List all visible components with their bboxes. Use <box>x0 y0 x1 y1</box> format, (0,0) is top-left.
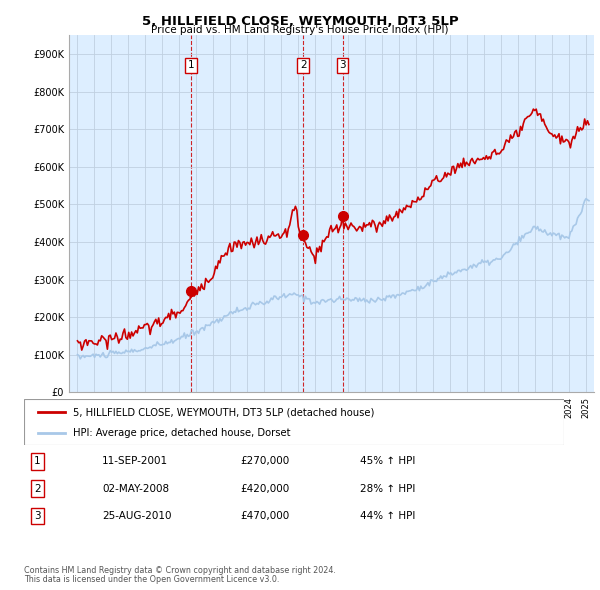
Text: 5, HILLFIELD CLOSE, WEYMOUTH, DT3 5LP (detached house): 5, HILLFIELD CLOSE, WEYMOUTH, DT3 5LP (d… <box>73 407 374 417</box>
Text: 25-AUG-2010: 25-AUG-2010 <box>102 511 172 520</box>
Text: 3: 3 <box>34 511 41 520</box>
Text: 02-MAY-2008: 02-MAY-2008 <box>102 484 169 493</box>
Text: 2: 2 <box>300 60 307 70</box>
Text: 28% ↑ HPI: 28% ↑ HPI <box>360 484 415 493</box>
Text: HPI: Average price, detached house, Dorset: HPI: Average price, detached house, Dors… <box>73 428 290 438</box>
Text: 11-SEP-2001: 11-SEP-2001 <box>102 457 168 466</box>
Text: 1: 1 <box>34 457 41 466</box>
Text: 45% ↑ HPI: 45% ↑ HPI <box>360 457 415 466</box>
Text: 44% ↑ HPI: 44% ↑ HPI <box>360 511 415 520</box>
Text: Contains HM Land Registry data © Crown copyright and database right 2024.: Contains HM Land Registry data © Crown c… <box>24 566 336 575</box>
Text: 3: 3 <box>339 60 346 70</box>
Text: 5, HILLFIELD CLOSE, WEYMOUTH, DT3 5LP: 5, HILLFIELD CLOSE, WEYMOUTH, DT3 5LP <box>142 15 458 28</box>
Text: 2: 2 <box>34 484 41 493</box>
Text: 1: 1 <box>188 60 194 70</box>
Text: £420,000: £420,000 <box>240 484 289 493</box>
Text: £270,000: £270,000 <box>240 457 289 466</box>
Text: Price paid vs. HM Land Registry's House Price Index (HPI): Price paid vs. HM Land Registry's House … <box>151 25 449 35</box>
Text: This data is licensed under the Open Government Licence v3.0.: This data is licensed under the Open Gov… <box>24 575 280 584</box>
Text: £470,000: £470,000 <box>240 511 289 520</box>
